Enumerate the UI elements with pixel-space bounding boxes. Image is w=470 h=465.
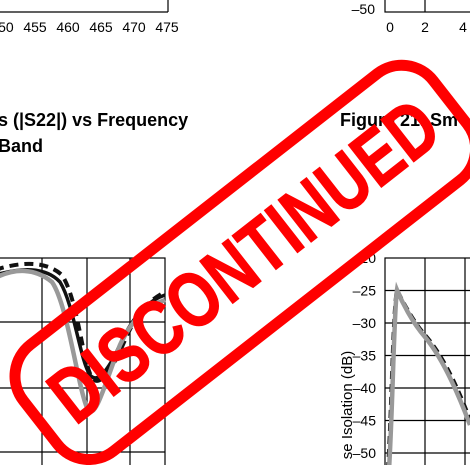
x-tick-label: 2	[421, 19, 429, 35]
curve	[386, 283, 470, 465]
x-tick-label: 470	[122, 19, 146, 35]
x-tick-label: 465	[89, 19, 113, 35]
caption: Figure 21. Sm	[340, 110, 458, 130]
y-tick-label: –25	[353, 283, 377, 299]
plot-frame	[384, 257, 470, 465]
x-tick-label: 450	[0, 19, 14, 35]
caption: s (|S22|) vs Frequency	[0, 110, 188, 130]
y-tick-label: –35	[353, 348, 377, 364]
plot-frame	[384, 0, 470, 13]
caption: Band	[0, 136, 43, 156]
plot-frame	[0, 257, 166, 465]
y-tick-label: –50	[353, 445, 377, 461]
top-right-chart: –50 0 2 4	[352, 0, 470, 35]
x-tick-label: 475	[155, 19, 179, 35]
curve	[0, 268, 166, 414]
y-tick-label: –45	[353, 413, 377, 429]
x-tick-label: 0	[386, 19, 394, 35]
right-chart: –20–25–30–35–40–45–50 se Isolation (dB)	[339, 250, 470, 465]
curve	[387, 281, 470, 465]
y-tick-label: –30	[353, 315, 377, 331]
y-axis-label: se Isolation (dB)	[339, 351, 356, 459]
stamp-border	[9, 59, 470, 465]
y-tick-label: –40	[353, 380, 377, 396]
y-tick-label: –50	[352, 1, 376, 17]
x-tick-label: 460	[56, 19, 80, 35]
x-tick-label: 4	[459, 19, 467, 35]
x-tick-label: 455	[23, 19, 47, 35]
left-chart	[0, 257, 166, 465]
top-left-chart: 450 455 460 465 470 475	[0, 0, 179, 35]
